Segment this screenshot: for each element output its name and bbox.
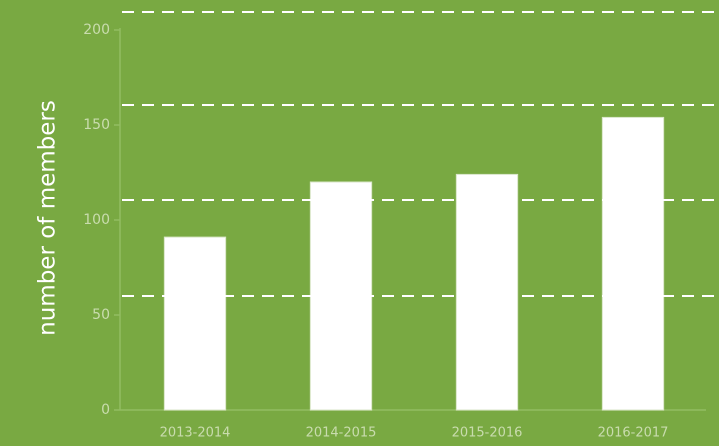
- y-tick-label: 100: [83, 212, 110, 228]
- plot: 0 50 100 150 200 2013-2014 2014-2015 2015-2016 2…: [83, 22, 668, 441]
- y-tick-label: 0: [101, 402, 110, 418]
- bar: [455, 173, 519, 411]
- x-tick-label: 2014-2015: [306, 426, 377, 441]
- y-tick-label: 200: [83, 22, 110, 38]
- bar: [163, 236, 227, 411]
- y-axis-label: number of members: [35, 100, 61, 336]
- x-tick-label: 2016-2017: [598, 426, 669, 441]
- bar: [309, 181, 373, 411]
- bar: [601, 116, 665, 411]
- x-tick-label: 2013-2014: [160, 426, 231, 441]
- y-tick-label: 50: [92, 307, 110, 323]
- y-tick-label: 150: [83, 117, 110, 133]
- x-tick-label: 2015-2016: [452, 426, 523, 441]
